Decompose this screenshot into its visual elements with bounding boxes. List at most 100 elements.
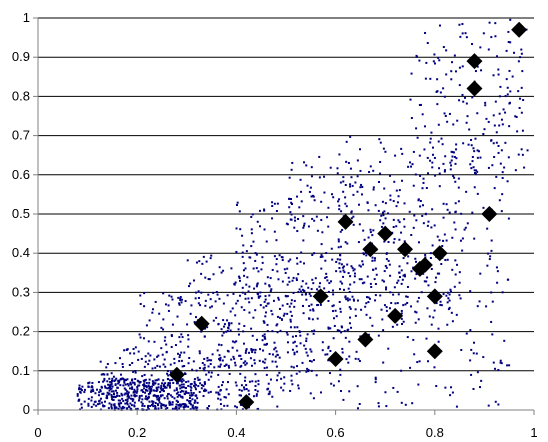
small-point bbox=[413, 353, 416, 356]
small-point bbox=[459, 239, 462, 242]
small-point bbox=[305, 351, 308, 354]
small-point bbox=[413, 214, 416, 217]
small-point bbox=[149, 392, 152, 395]
small-point bbox=[352, 215, 355, 218]
small-point bbox=[471, 43, 474, 46]
small-point bbox=[195, 316, 198, 319]
small-point bbox=[478, 300, 481, 303]
small-point bbox=[134, 378, 137, 381]
small-point bbox=[319, 391, 322, 394]
small-point bbox=[149, 405, 152, 408]
diamond-point bbox=[397, 241, 414, 258]
small-point bbox=[175, 392, 178, 395]
diamond-point bbox=[466, 80, 483, 97]
small-point bbox=[113, 404, 116, 407]
small-point bbox=[107, 383, 110, 386]
small-point bbox=[339, 270, 342, 273]
small-point bbox=[414, 257, 417, 260]
small-point bbox=[360, 183, 363, 186]
small-point bbox=[250, 245, 253, 248]
small-point bbox=[290, 299, 293, 302]
small-point bbox=[219, 356, 222, 359]
small-point bbox=[327, 206, 330, 209]
small-point bbox=[148, 381, 151, 384]
small-point bbox=[261, 339, 264, 342]
small-point bbox=[452, 174, 455, 177]
small-point bbox=[504, 95, 507, 98]
small-point bbox=[133, 381, 136, 384]
small-point bbox=[218, 297, 221, 300]
small-point bbox=[465, 102, 468, 105]
small-point bbox=[168, 400, 171, 403]
small-point bbox=[111, 377, 114, 380]
small-point bbox=[212, 273, 215, 276]
small-point bbox=[179, 297, 182, 300]
small-point bbox=[389, 274, 392, 277]
small-point bbox=[288, 197, 291, 200]
small-point bbox=[256, 408, 259, 411]
small-point bbox=[266, 323, 269, 326]
small-point bbox=[126, 378, 129, 381]
small-point bbox=[250, 232, 253, 235]
small-point bbox=[121, 365, 124, 368]
small-point bbox=[229, 329, 232, 332]
small-point bbox=[465, 190, 468, 193]
small-point bbox=[177, 394, 180, 397]
small-point bbox=[105, 394, 108, 397]
small-point bbox=[308, 292, 311, 295]
small-point bbox=[77, 399, 80, 402]
small-point bbox=[271, 268, 274, 271]
small-point bbox=[335, 270, 338, 273]
small-point bbox=[341, 351, 344, 354]
small-point bbox=[447, 297, 450, 300]
small-point bbox=[168, 384, 171, 387]
small-point bbox=[344, 202, 347, 205]
small-point bbox=[157, 383, 160, 386]
small-point bbox=[509, 90, 512, 93]
small-point bbox=[504, 141, 507, 144]
small-point bbox=[384, 391, 387, 394]
small-point bbox=[200, 272, 203, 275]
small-point bbox=[123, 393, 126, 396]
small-point bbox=[166, 369, 169, 372]
small-point bbox=[356, 299, 359, 302]
small-point bbox=[488, 21, 491, 24]
small-point bbox=[286, 223, 289, 226]
x-tick-label: 0.6 bbox=[327, 425, 345, 440]
small-point bbox=[162, 328, 165, 331]
small-point bbox=[416, 300, 419, 303]
small-point bbox=[377, 209, 380, 212]
small-point bbox=[257, 383, 260, 386]
small-point bbox=[187, 345, 190, 348]
small-point bbox=[258, 209, 261, 212]
small-point bbox=[176, 401, 179, 404]
small-point bbox=[360, 278, 363, 281]
small-point bbox=[486, 227, 489, 230]
small-point bbox=[384, 150, 387, 153]
small-point bbox=[131, 399, 134, 402]
y-tick-label: 0.1 bbox=[12, 363, 30, 378]
small-point bbox=[350, 176, 353, 179]
small-point bbox=[110, 387, 113, 390]
small-point bbox=[420, 291, 423, 294]
small-point bbox=[342, 180, 345, 183]
small-point bbox=[312, 282, 315, 285]
small-point bbox=[501, 171, 504, 174]
small-point bbox=[171, 403, 174, 406]
small-point bbox=[371, 324, 374, 327]
small-point bbox=[507, 278, 510, 281]
small-point bbox=[244, 363, 247, 366]
small-point bbox=[507, 217, 510, 220]
small-point bbox=[493, 155, 496, 158]
diamond-point bbox=[337, 213, 354, 230]
small-point bbox=[338, 208, 341, 211]
small-point bbox=[337, 246, 340, 249]
small-point bbox=[138, 395, 141, 398]
small-point bbox=[406, 336, 409, 339]
small-point bbox=[264, 298, 267, 301]
small-point bbox=[450, 150, 453, 153]
small-point bbox=[121, 362, 124, 365]
small-point bbox=[445, 49, 448, 52]
small-point bbox=[425, 187, 428, 190]
small-point bbox=[465, 332, 468, 335]
